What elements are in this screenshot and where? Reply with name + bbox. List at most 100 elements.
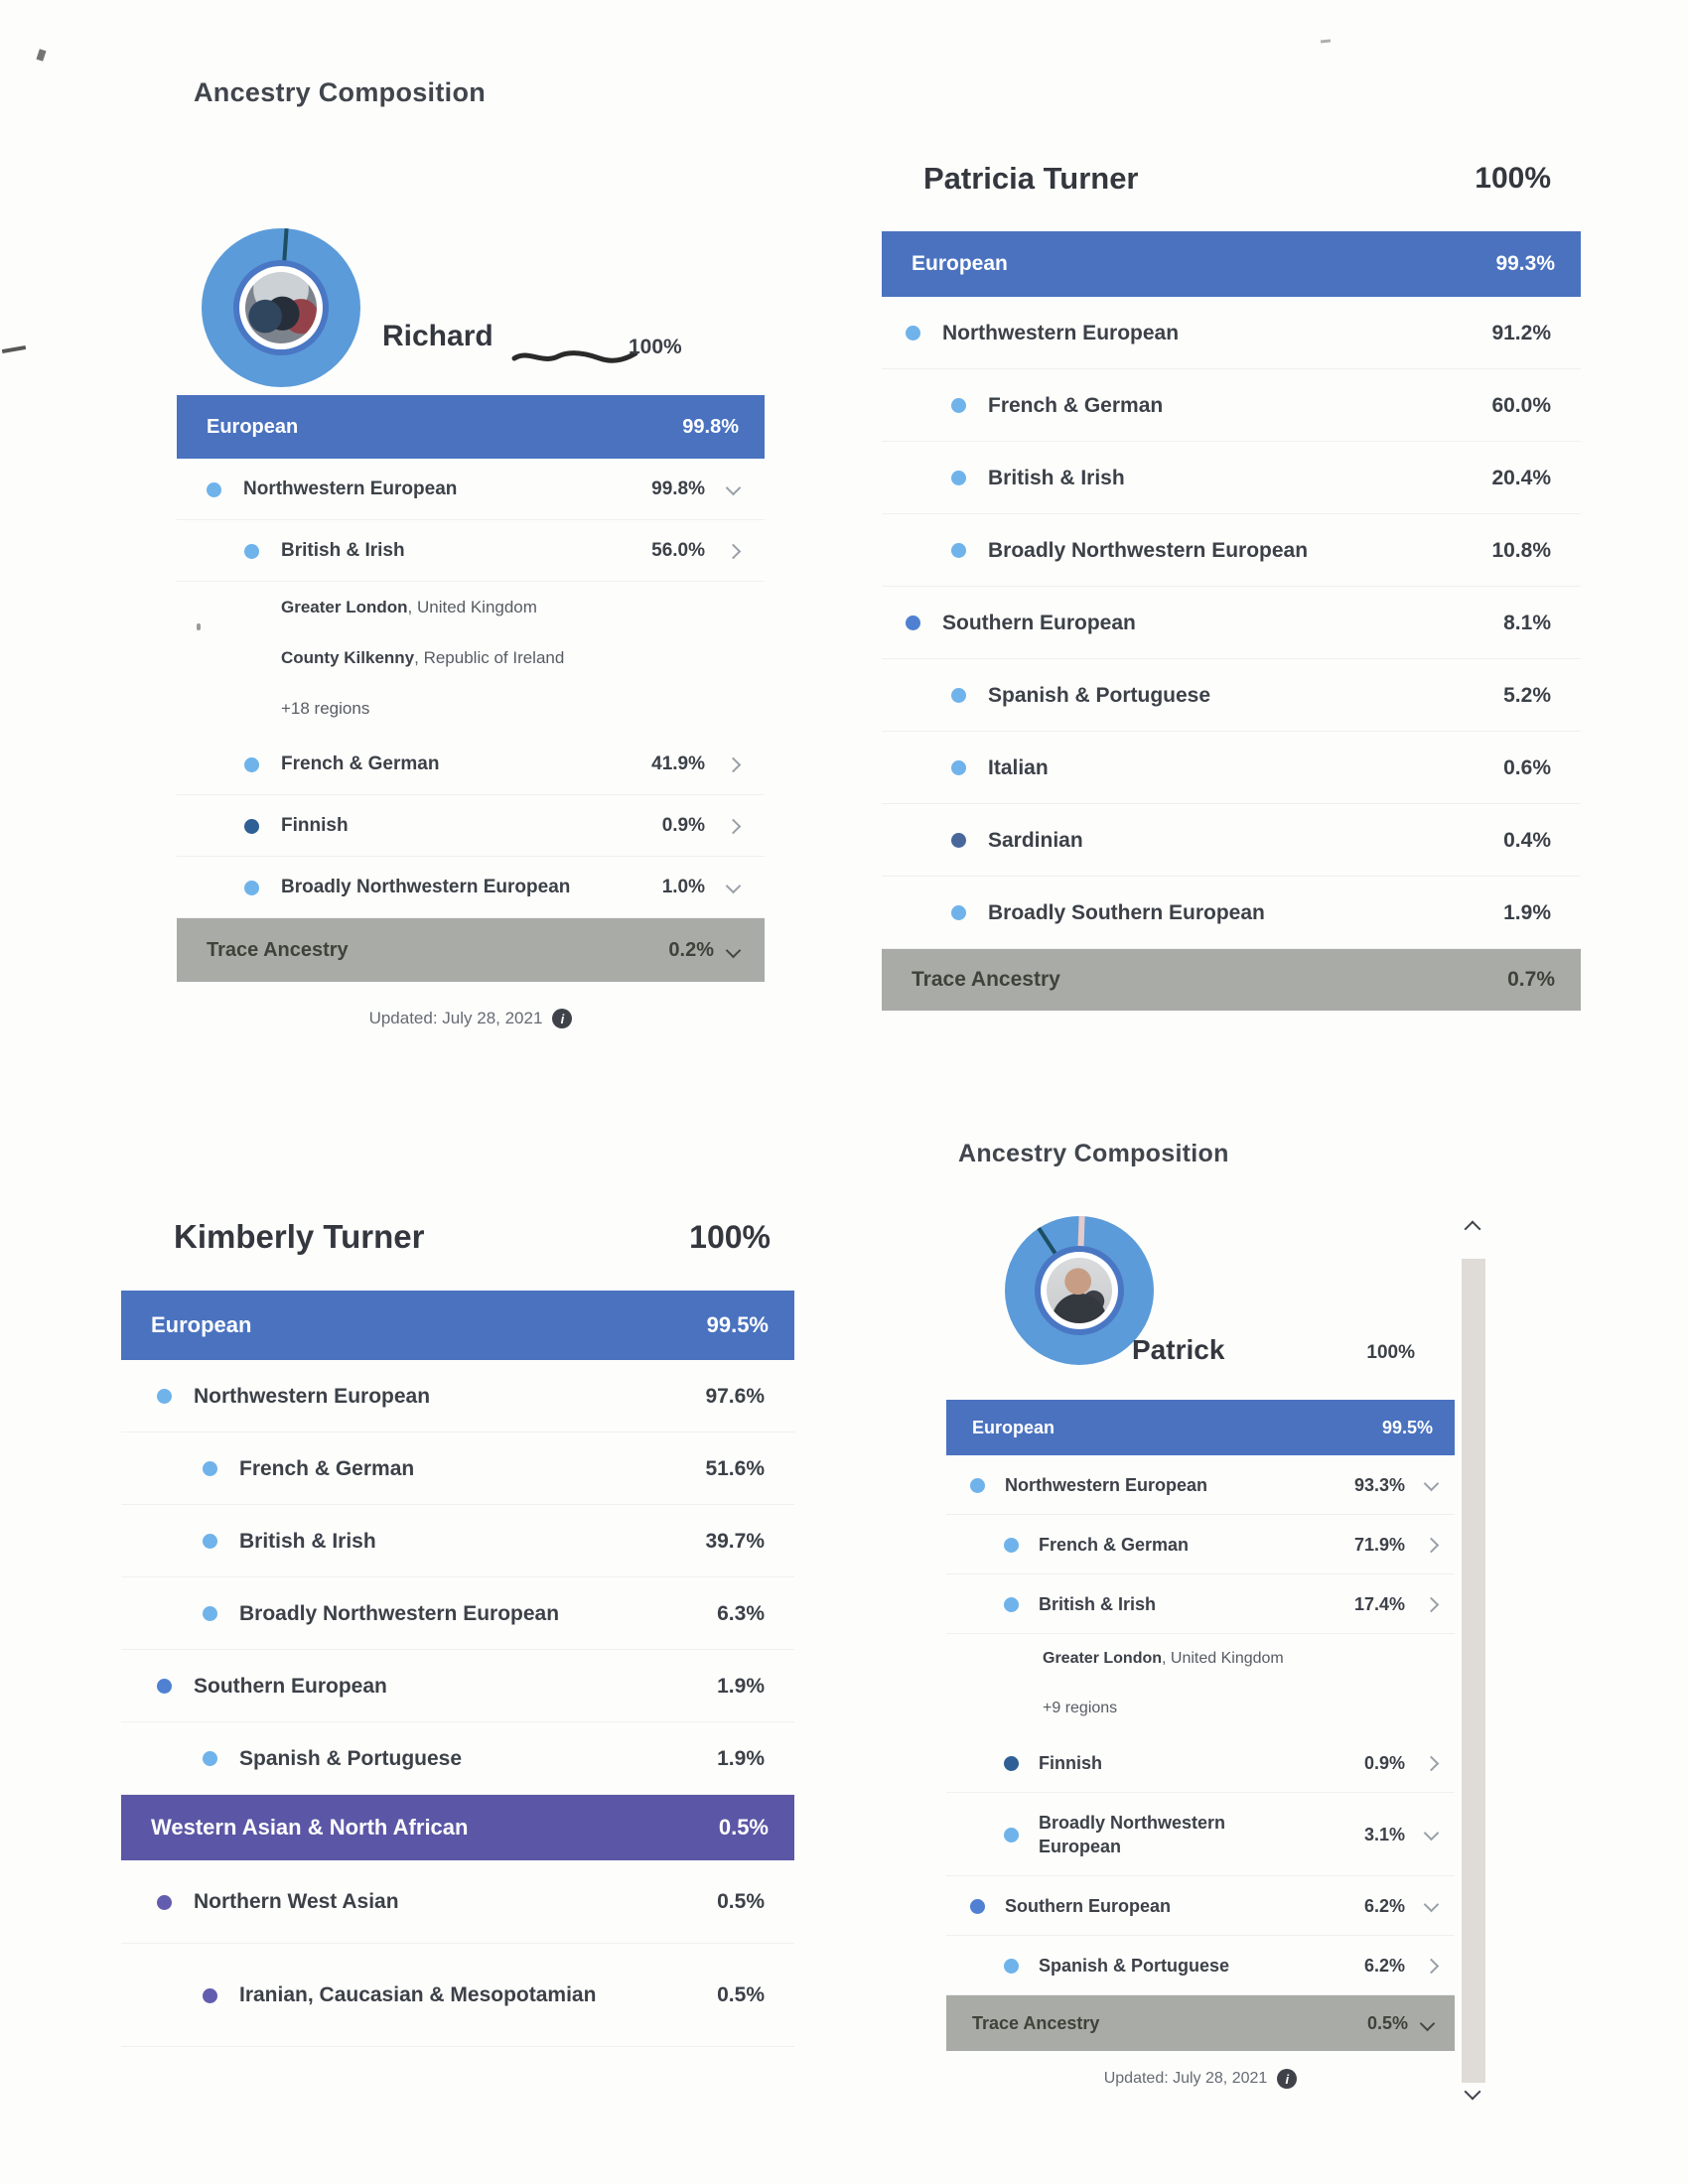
info-icon[interactable]: i (552, 1009, 573, 1028)
ancestry-row-british-irish[interactable]: British & Irish 20.4% (882, 442, 1581, 514)
ancestry-row-finnish[interactable]: Finnish 0.9% (946, 1733, 1455, 1793)
ancestry-row-broadly-northwestern-european[interactable]: Broadly Northwestern European 3.1% (946, 1793, 1455, 1876)
ancestry-row-italian[interactable]: Italian 0.6% (882, 732, 1581, 804)
ancestry-row-french-german[interactable]: French & German 60.0% (882, 369, 1581, 442)
population-dot-icon (951, 760, 966, 775)
category-band-trace-ancestry[interactable]: Trace Ancestry 0.5% (946, 1995, 1455, 2051)
ancestry-row-british-irish[interactable]: British & Irish 39.7% (121, 1505, 794, 1577)
ancestry-row-sardinian[interactable]: Sardinian 0.4% (882, 804, 1581, 877)
category-band-european[interactable]: European 99.5% (121, 1291, 794, 1360)
chevron-down-icon (1419, 2015, 1436, 2031)
region-subtext: Greater London, United Kingdom (177, 582, 765, 632)
row-label: Iranian, Caucasian & Mesopotamian (239, 1982, 597, 2006)
row-value: 8.1% (1503, 611, 1551, 634)
donut-trace-tick (282, 228, 289, 265)
updated-line: Updated: July 28, 2021 i (177, 1009, 765, 1028)
ancestry-row-southern-european[interactable]: Southern European 1.9% (121, 1650, 794, 1722)
band-value: 99.5% (1381, 1417, 1433, 1437)
person-header: Patricia Turner 100% (882, 149, 1581, 208)
row-label: Spanish & Portuguese (988, 683, 1211, 707)
category-band-western-asian-north-african[interactable]: Western Asian & North African 0.5% (121, 1795, 794, 1860)
ancestry-list: European 99.5% Northwestern European 93.3% F… (946, 1400, 1455, 2051)
ancestry-row-broadly-northwestern-european[interactable]: Broadly Northwestern European 10.8% (882, 514, 1581, 587)
ancestry-row-northwestern-european[interactable]: Northwestern European 91.2% (882, 297, 1581, 369)
ancestry-row-british-irish[interactable]: British & Irish 17.4% (946, 1574, 1455, 1634)
person-name: Patrick (1132, 1334, 1225, 1365)
scroll-down-button[interactable] (1464, 2083, 1481, 2103)
row-value: 10.8% (1491, 538, 1551, 562)
ancestry-row-british-irish[interactable]: British & Irish 56.0% (177, 520, 765, 582)
row-value: 56.0% (651, 540, 705, 561)
person-header: Kimberly Turner 100% (121, 1209, 794, 1265)
population-dot-icon (951, 543, 966, 558)
ancestry-donut-chart (202, 228, 360, 387)
category-band-european[interactable]: European 99.5% (946, 1400, 1455, 1455)
panel-kimberly: Kimberly Turner 100% European 99.5% Northw… (121, 1209, 794, 2047)
info-icon[interactable]: i (1277, 2069, 1298, 2089)
chevron-down-icon (1464, 2083, 1481, 2101)
row-value: 6.2% (1363, 1895, 1405, 1916)
ancestry-row-southern-european[interactable]: Southern European 8.1% (882, 587, 1581, 659)
updated-text: Updated: July 28, 2021 (1103, 2070, 1268, 2087)
category-band-european[interactable]: European 99.3% (882, 231, 1581, 297)
population-dot-icon (951, 398, 966, 413)
ancestry-row-broadly-southern-european[interactable]: Broadly Southern European 1.9% (882, 877, 1581, 949)
chevron-right-icon (725, 756, 742, 772)
ancestry-row-broadly-northwestern-european[interactable]: Broadly Northwestern European 1.0% (177, 857, 765, 918)
population-dot-icon (157, 1679, 172, 1694)
ancestry-row-northwestern-european[interactable]: Northwestern European 99.8% (177, 459, 765, 520)
region-subtext: Greater London, United Kingdom (946, 1634, 1455, 1684)
row-value: 0.9% (661, 815, 705, 836)
row-label: Broadly Northwestern European (239, 1601, 560, 1625)
ancestry-row-iranian-caucasian-mesopotamian[interactable]: Iranian, Caucasian & Mesopotamian 0.5% (121, 1944, 794, 2047)
page-title: Ancestry Composition (958, 1140, 1229, 1167)
ancestry-row-french-german[interactable]: French & German 51.6% (121, 1433, 794, 1505)
ancestry-row-french-german[interactable]: French & German 71.9% (946, 1515, 1455, 1574)
ancestry-list: European 99.3% Northwestern European 91.2% F… (882, 231, 1581, 1011)
population-dot-icon (157, 1389, 172, 1404)
ancestry-row-northern-west-asian[interactable]: Northern West Asian 0.5% (121, 1860, 794, 1944)
ancestry-row-northwestern-european[interactable]: Northwestern European 93.3% (946, 1455, 1455, 1515)
scroll-up-button[interactable] (1464, 1217, 1481, 1240)
row-value: 3.1% (1363, 1824, 1405, 1844)
category-band-european[interactable]: European 99.8% (177, 395, 765, 459)
ancestry-row-french-german[interactable]: French & German 41.9% (177, 734, 765, 795)
ancestry-row-spanish-portuguese[interactable]: Spanish & Portuguese 1.9% (121, 1722, 794, 1795)
band-label: Trace Ancestry (972, 2012, 1100, 2033)
row-label: Northwestern European (243, 478, 458, 499)
donut-inner-ring (1035, 1246, 1124, 1335)
row-value: 6.2% (1363, 1955, 1405, 1976)
scan-artifact (1, 344, 27, 354)
population-dot-icon (203, 1534, 217, 1549)
band-value: 0.5% (718, 1815, 769, 1840)
donut-trace-sliver (1077, 1215, 1085, 1249)
scrollbar-track[interactable] (1462, 1259, 1485, 2083)
row-value: 91.2% (1491, 321, 1551, 344)
ancestry-row-southern-european[interactable]: Southern European 6.2% (946, 1876, 1455, 1936)
ancestry-row-broadly-northwestern-european[interactable]: Broadly Northwestern European 6.3% (121, 1577, 794, 1650)
population-dot-icon (906, 326, 920, 341)
row-value: 99.8% (651, 478, 705, 499)
avatar-ring (1041, 1252, 1118, 1329)
row-label: Finnish (1039, 1752, 1102, 1773)
band-value: 99.8% (682, 415, 739, 438)
population-dot-icon (906, 615, 920, 630)
ancestry-list: European 99.5% Northwestern European 97.6% F… (121, 1291, 794, 2047)
region-subtext: +9 regions (946, 1684, 1455, 1733)
population-dot-icon (1004, 1596, 1019, 1612)
avatar-photo (245, 272, 317, 343)
row-value: 6.3% (717, 1601, 765, 1625)
chevron-down-icon (725, 878, 742, 893)
ancestry-row-spanish-portuguese[interactable]: Spanish & Portuguese 5.2% (882, 659, 1581, 732)
ancestry-row-spanish-portuguese[interactable]: Spanish & Portuguese 6.2% (946, 1936, 1455, 1995)
chevron-right-icon (1423, 1537, 1440, 1553)
ancestry-row-northwestern-european[interactable]: Northwestern European 97.6% (121, 1360, 794, 1433)
person-name: Kimberly Turner (174, 1218, 425, 1255)
ancestry-row-finnish[interactable]: Finnish 0.9% (177, 795, 765, 857)
population-dot-icon (1004, 1537, 1019, 1553)
row-value: 0.6% (1503, 755, 1551, 779)
category-band-trace-ancestry[interactable]: Trace Ancestry 0.7% (882, 949, 1581, 1011)
category-band-trace-ancestry[interactable]: Trace Ancestry 0.2% (177, 918, 765, 982)
row-label: Northwestern European (1005, 1474, 1208, 1495)
